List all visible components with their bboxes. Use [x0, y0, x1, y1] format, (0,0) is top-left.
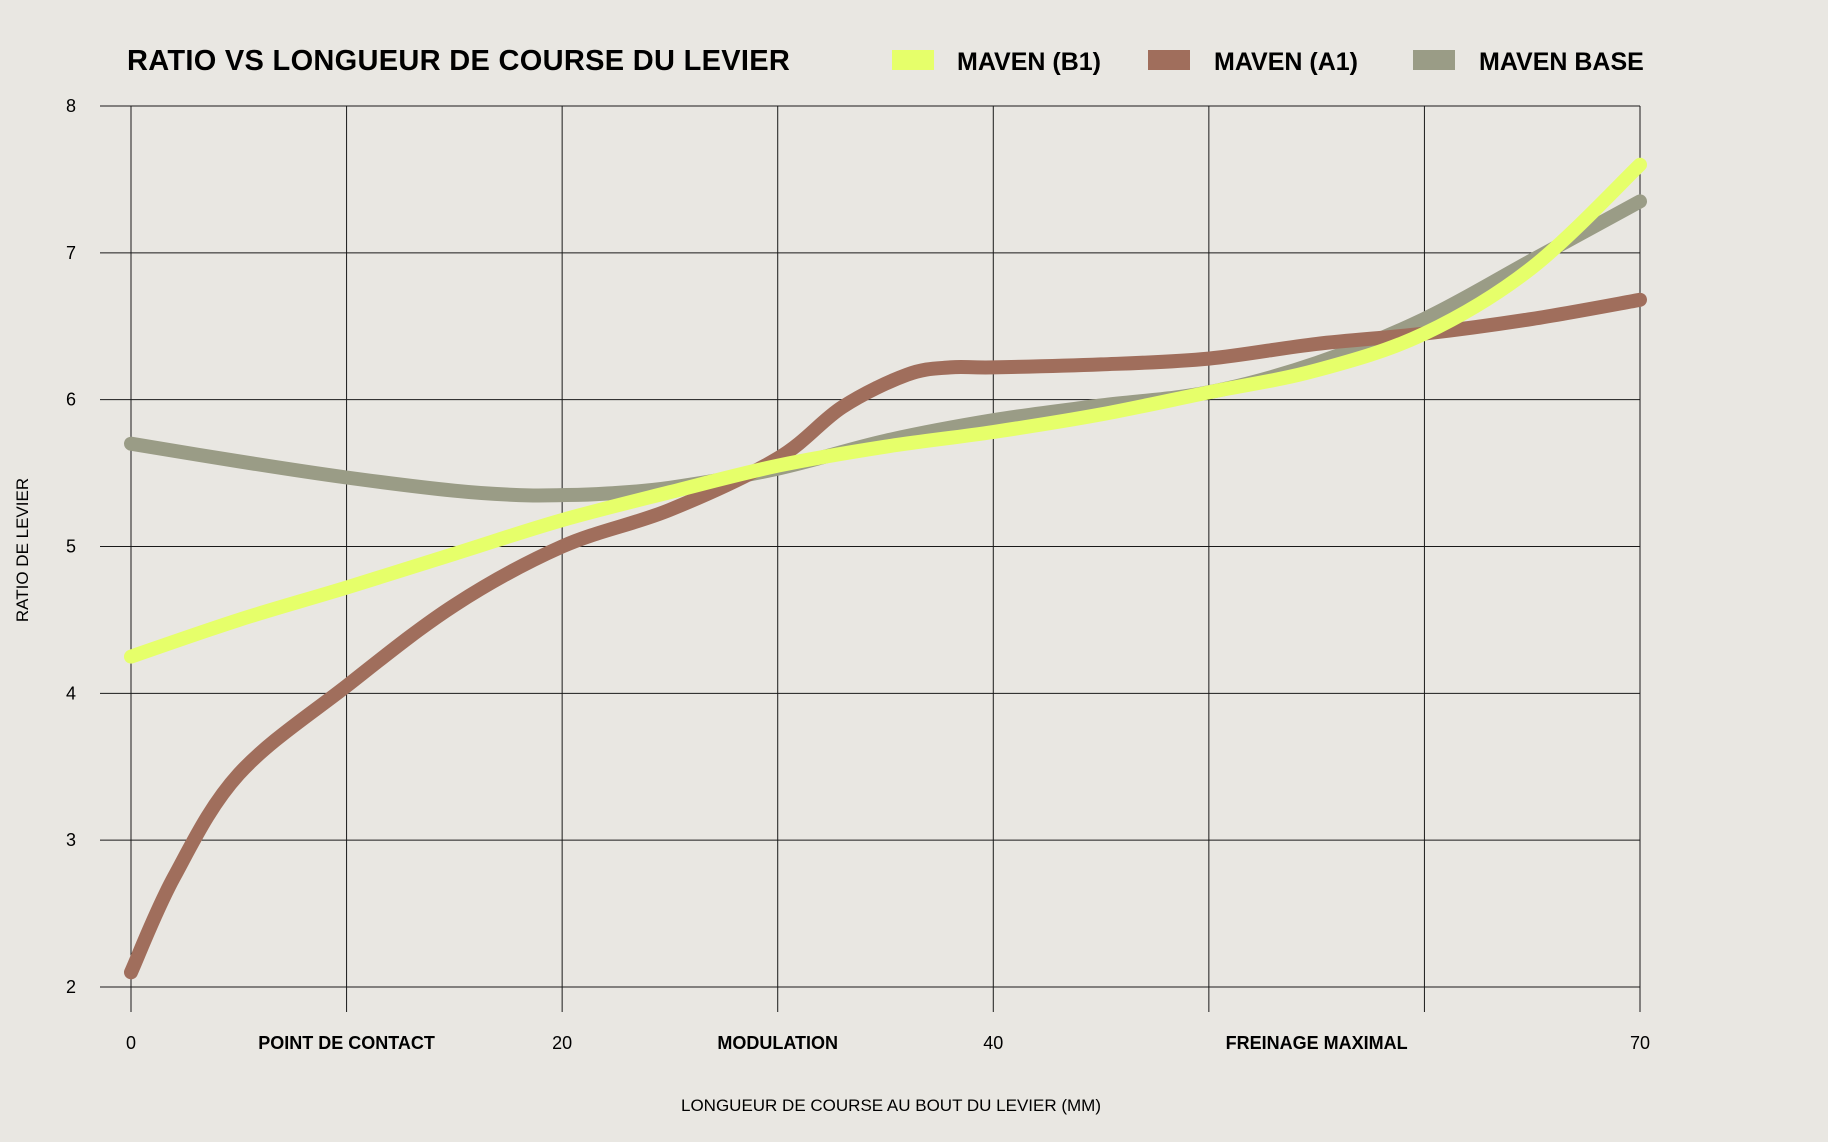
y-tick-label: 4 — [66, 683, 76, 703]
chart-title: RATIO VS LONGUEUR DE COURSE DU LEVIER — [127, 45, 790, 77]
legend-label-maven-base: MAVEN BASE — [1479, 48, 1644, 76]
x-axis-label: LONGUEUR DE COURSE AU BOUT DU LEVIER (MM… — [681, 1096, 1101, 1115]
x-tick-label: 40 — [983, 1033, 1003, 1053]
y-tick-label: 6 — [66, 390, 76, 410]
x-tick-label: 70 — [1630, 1033, 1650, 1053]
legend: MAVEN (B1) MAVEN (A1) MAVEN BASE — [892, 48, 1644, 76]
y-tick-label: 2 — [66, 977, 76, 997]
y-axis-label: RATIO DE LEVIER — [13, 478, 32, 622]
x-axis-ticks: 0 POINT DE CONTACT 20 MODULATION 40 FREINAGE … — [126, 1033, 1650, 1053]
grid — [100, 105, 1641, 1012]
series-layer — [124, 157, 1647, 980]
x-category-label: POINT DE CONTACT — [258, 1033, 435, 1053]
x-tick-label: 20 — [552, 1033, 572, 1053]
x-category-label: MODULATION — [717, 1033, 838, 1053]
legend-swatch-maven-a1 — [1148, 50, 1190, 70]
x-tick-label: 0 — [126, 1033, 136, 1053]
series-line-maven-a1 — [124, 292, 1647, 980]
y-tick-label: 5 — [66, 537, 76, 557]
legend-label-maven-b1: MAVEN (B1) — [957, 48, 1101, 76]
y-axis-ticks: 2 3 4 5 6 7 8 — [66, 96, 76, 997]
legend-swatch-maven-b1 — [892, 50, 934, 70]
x-category-label: FREINAGE MAXIMAL — [1226, 1033, 1408, 1053]
y-tick-label: 8 — [66, 96, 76, 116]
legend-swatch-maven-base — [1413, 50, 1455, 70]
legend-label-maven-a1: MAVEN (A1) — [1214, 48, 1358, 76]
series-line-maven-b1 — [124, 157, 1647, 664]
y-tick-label: 7 — [66, 243, 76, 263]
y-tick-label: 3 — [66, 830, 76, 850]
